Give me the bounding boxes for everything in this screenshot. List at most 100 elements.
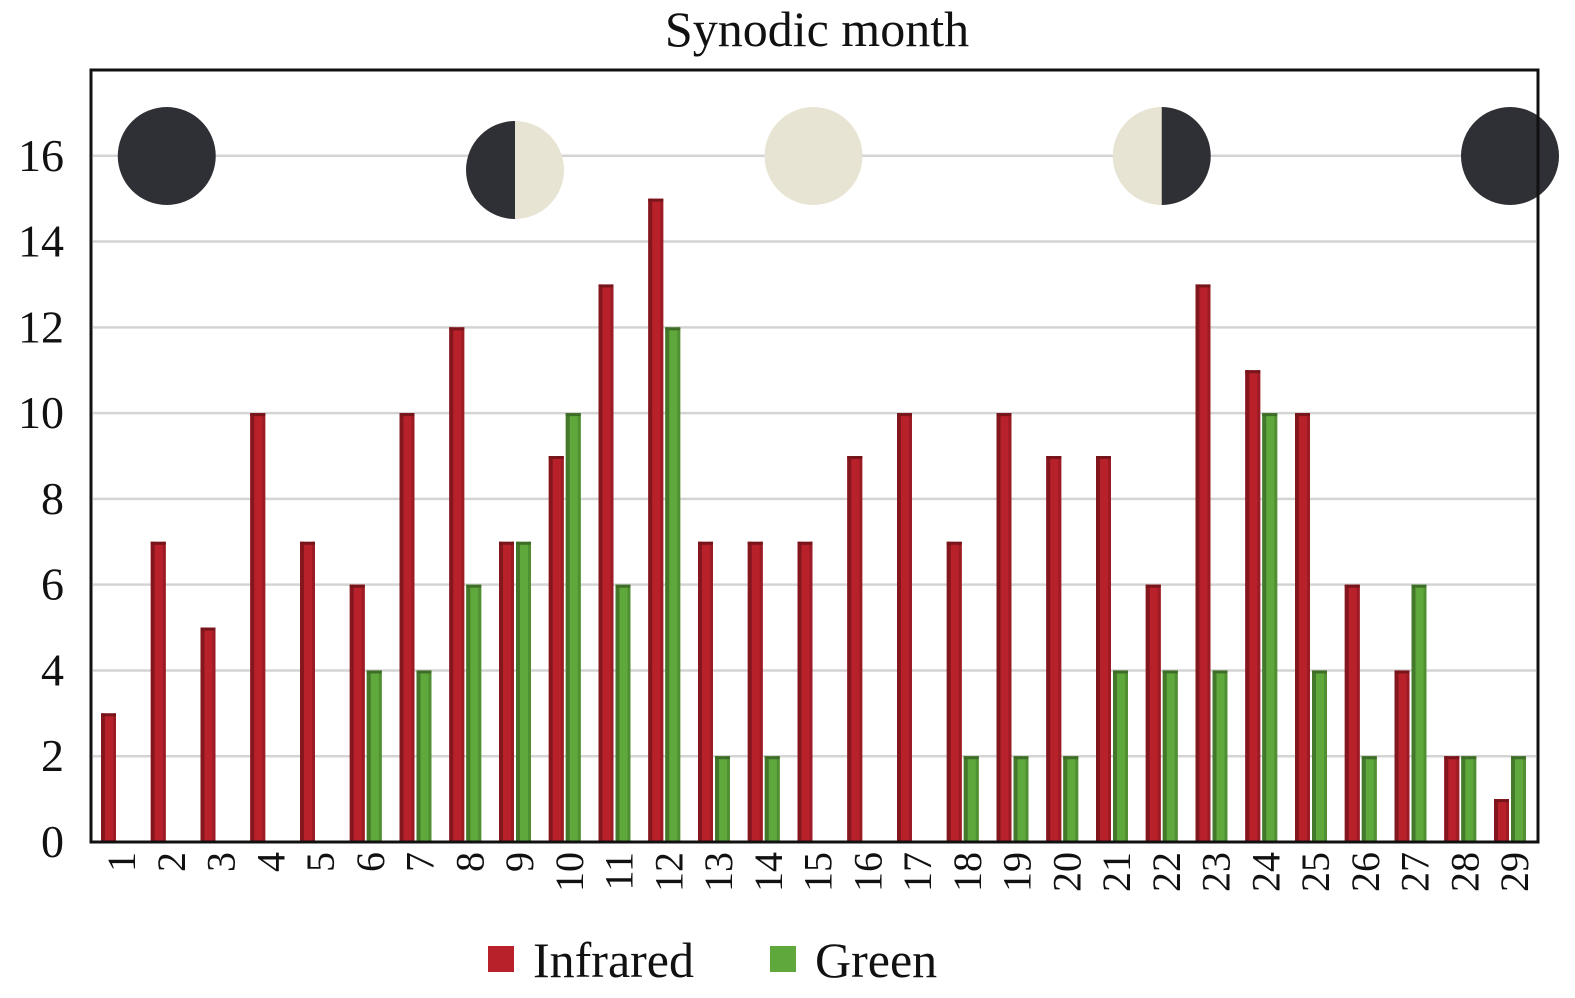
bar-green-27 — [1411, 584, 1427, 842]
bar-infrared-14 — [747, 541, 763, 842]
x-tick-label: 26 — [1343, 852, 1388, 892]
bar-green-22 — [1162, 670, 1178, 842]
bar-green-21 — [1113, 670, 1128, 842]
bar-infrared-7 — [399, 413, 415, 842]
x-tick-label: 24 — [1243, 852, 1288, 892]
bar-infrared-20 — [1046, 456, 1062, 842]
first-quarter-icon — [466, 121, 564, 219]
bar-infrared-24 — [1245, 370, 1261, 842]
bar-infrared-5 — [300, 541, 315, 842]
legend-swatch-infrared — [488, 946, 514, 972]
bar-infrared-22 — [1145, 584, 1161, 842]
x-tick-label: 7 — [398, 852, 443, 872]
x-tick-label: 17 — [895, 852, 940, 892]
full-moon-icon — [764, 107, 863, 205]
bar-green-25 — [1312, 670, 1327, 842]
x-tick-label: 1 — [99, 852, 144, 872]
legend-label-green: Green — [815, 932, 937, 988]
legend: Infrared Green — [488, 932, 937, 988]
x-tick-label: 27 — [1393, 852, 1438, 892]
bar-green-14 — [764, 756, 780, 842]
bar-infrared-8 — [449, 327, 465, 842]
bar-green-19 — [1013, 756, 1029, 842]
x-tick-label: 28 — [1442, 852, 1487, 892]
bar-green-6 — [366, 670, 382, 842]
bar-infrared-10 — [548, 456, 564, 842]
bar-infrared-26 — [1344, 584, 1360, 842]
bar-green-10 — [565, 413, 581, 842]
x-tick-label: 14 — [746, 852, 791, 892]
new-moon-icon — [117, 107, 216, 205]
bar-infrared-4 — [250, 413, 266, 842]
x-tick-label: 8 — [447, 852, 492, 872]
bar-green-28 — [1461, 756, 1477, 842]
bar-infrared-21 — [1096, 456, 1111, 842]
bar-green-20 — [1063, 756, 1079, 842]
last-quarter-icon — [1112, 107, 1211, 205]
y-tick-label: 10 — [18, 387, 64, 438]
bar-green-23 — [1212, 670, 1228, 842]
bar-infrared-18 — [946, 541, 962, 842]
y-tick-label: 4 — [41, 644, 64, 695]
x-tick-label: 22 — [1144, 852, 1189, 892]
bar-infrared-1 — [101, 713, 116, 842]
bar-infrared-11 — [598, 284, 614, 842]
bar-infrared-9 — [499, 541, 514, 842]
bars — [101, 198, 1526, 842]
bar-infrared-19 — [996, 413, 1012, 842]
y-tick-label: 0 — [41, 816, 64, 867]
bar-green-13 — [715, 756, 730, 842]
y-tick-label: 8 — [41, 473, 64, 524]
x-tick-label: 11 — [597, 852, 642, 891]
x-tick-label: 29 — [1492, 852, 1537, 892]
bar-infrared-27 — [1394, 670, 1410, 842]
bar-infrared-2 — [150, 541, 166, 842]
x-tick-label: 4 — [248, 852, 293, 872]
x-tick-label: 25 — [1293, 852, 1338, 892]
legend-swatch-green — [770, 946, 796, 972]
gridlines — [93, 154, 1536, 758]
plot-frame — [89, 68, 1540, 844]
y-tick-label: 6 — [41, 559, 64, 610]
x-tick-label: 19 — [995, 852, 1040, 892]
bar-infrared-6 — [349, 584, 365, 842]
x-tick-label: 18 — [945, 852, 990, 892]
x-tick-label: 20 — [1044, 852, 1089, 892]
new-moon-icon — [1461, 107, 1559, 205]
bar-infrared-25 — [1295, 413, 1310, 842]
x-tick-label: 2 — [149, 852, 194, 872]
bar-green-29 — [1511, 756, 1526, 842]
bar-green-9 — [516, 541, 531, 842]
bar-green-12 — [665, 327, 681, 842]
x-tick-label: 15 — [796, 852, 841, 892]
bar-green-11 — [615, 584, 631, 842]
x-tick-label: 13 — [696, 852, 741, 892]
x-tick-label: 3 — [199, 852, 244, 872]
bar-infrared-3 — [200, 627, 216, 842]
x-tick-label: 12 — [646, 852, 691, 892]
bar-green-7 — [416, 670, 432, 842]
bar-infrared-16 — [847, 456, 863, 842]
legend-label-infrared: Infrared — [533, 932, 694, 988]
bar-green-18 — [963, 756, 979, 842]
bar-infrared-17 — [897, 413, 912, 842]
x-tick-label: 21 — [1094, 852, 1139, 892]
x-tick-label: 10 — [547, 852, 592, 892]
y-tick-label: 2 — [41, 730, 64, 781]
chart-title: Synodic month — [665, 1, 969, 57]
bar-infrared-23 — [1195, 284, 1211, 842]
x-tick-label: 6 — [348, 852, 393, 872]
y-tick-label: 16 — [18, 130, 64, 181]
bar-green-8 — [466, 584, 482, 842]
y-axis: 0 2 4 6 8 10 12 14 16 — [18, 130, 64, 867]
bar-green-24 — [1262, 413, 1278, 842]
moon-phases — [117, 107, 1559, 219]
bar-green-26 — [1361, 756, 1377, 842]
x-tick-label: 23 — [1194, 852, 1239, 892]
x-axis: 1 2 3 4 5 6 7 8 9 10 11 12 13 14 15 16 17 18 19 20 21 22 23 24 2… — [99, 852, 1537, 892]
bar-infrared-29 — [1494, 799, 1509, 842]
x-tick-label: 9 — [497, 852, 542, 872]
bar-infrared-15 — [797, 541, 813, 842]
bar-infrared-13 — [698, 541, 713, 842]
